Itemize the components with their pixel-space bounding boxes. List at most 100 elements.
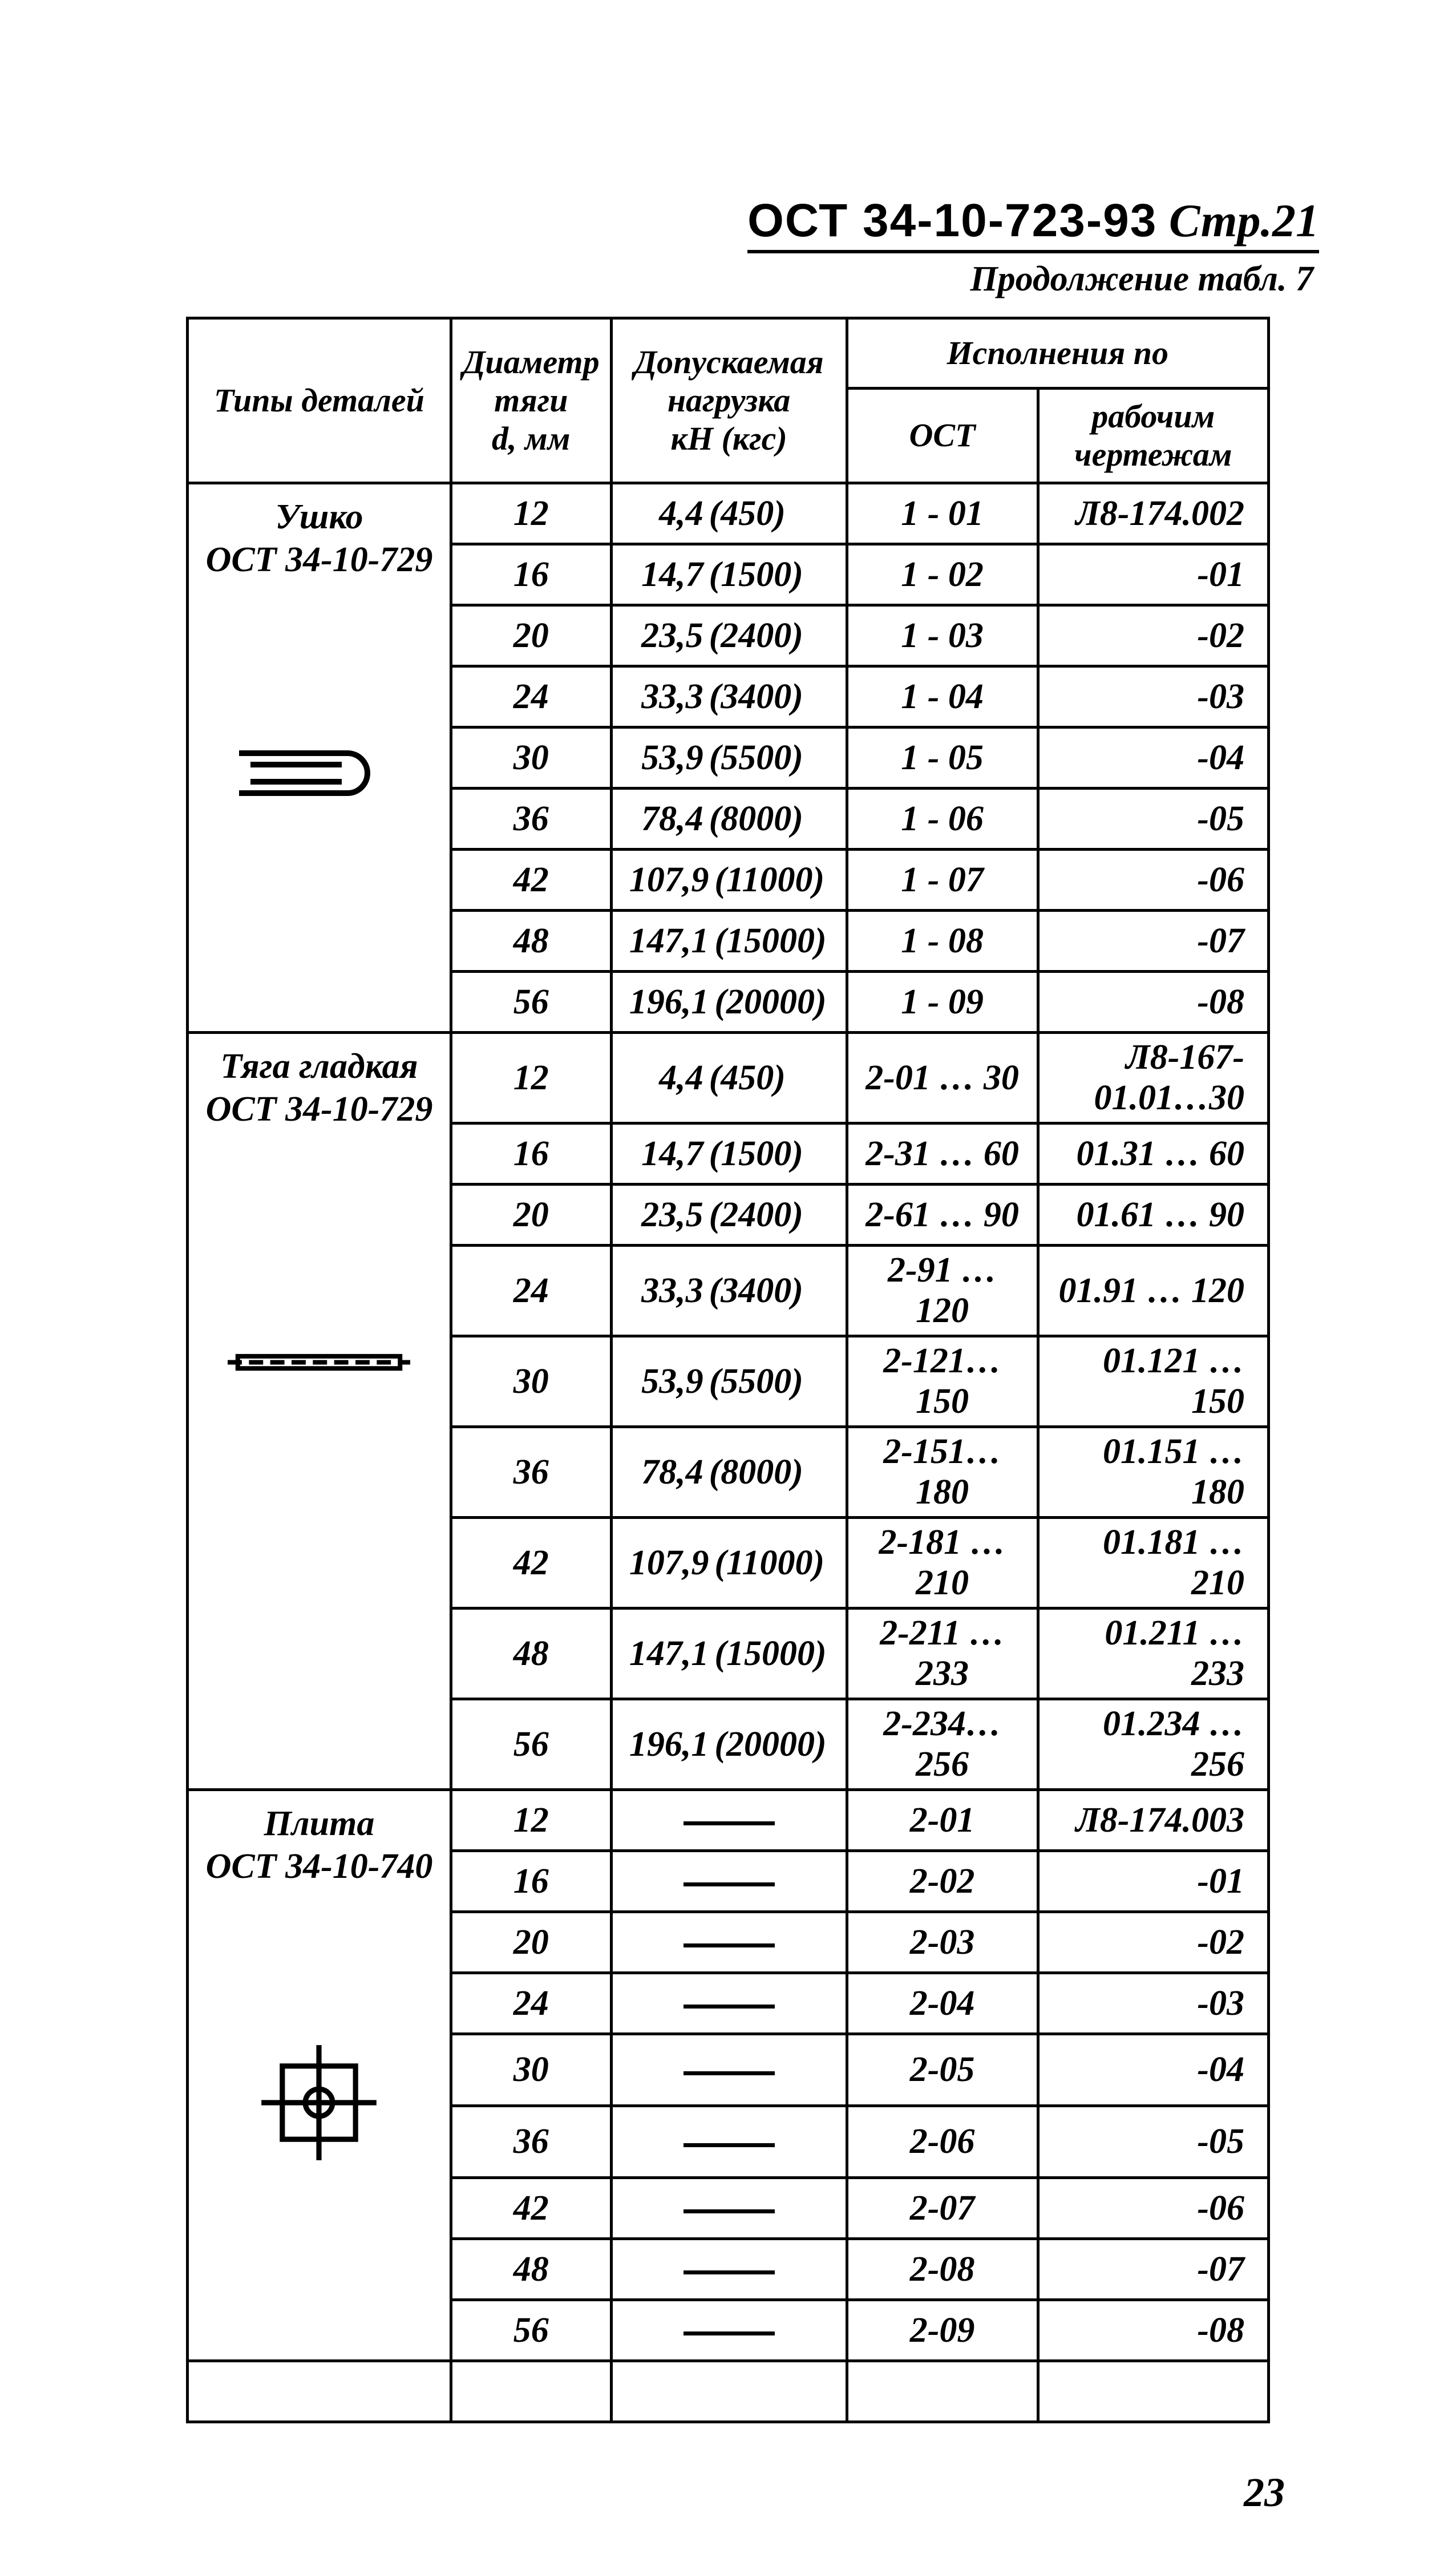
group-spacer [188, 605, 451, 728]
group-icon [188, 2034, 451, 2178]
cell-drawing: 01.181 … 210 [1038, 1518, 1268, 1609]
group-title: Тяга гладкаяОСТ 34-10-729 [188, 1033, 451, 1185]
cell-load: 78,4(8000) [611, 1427, 847, 1518]
cell-load: 196,1(20000) [611, 1699, 847, 1790]
cell-ost: 1 - 01 [847, 483, 1038, 544]
cell-drawing: 01.121 … 150 [1038, 1336, 1268, 1427]
cell-diameter: 12 [451, 483, 611, 544]
cell-diameter: 20 [451, 1185, 611, 1246]
cell-ost: 1 - 08 [847, 911, 1038, 972]
cell-diameter: 56 [451, 1699, 611, 1790]
dash-icon [683, 1943, 775, 1947]
cell-drawing: -01 [1038, 544, 1268, 605]
table-row: УшкоОСТ 34-10-729124,4(450)1 - 01Л8-174.… [188, 483, 1269, 544]
cell-diameter: 56 [451, 972, 611, 1033]
table-row: 42107,9(11000)2-181 … 21001.181 … 210 [188, 1518, 1269, 1609]
cell-drawing: -04 [1038, 728, 1268, 789]
cell-load [611, 2178, 847, 2239]
cell-load: 107,9(11000) [611, 850, 847, 911]
dash-icon [683, 2209, 775, 2213]
table-row: 2023,5(2400)1 - 03-02 [188, 605, 1269, 666]
group-spacer [188, 2178, 451, 2361]
group-spacer [188, 1912, 451, 2034]
dash-icon [683, 2071, 775, 2075]
cell-diameter: 24 [451, 1246, 611, 1336]
table-row: 30 2-05-04 [188, 2034, 1269, 2106]
continuation-label: Продолжение табл. 7 [68, 259, 1313, 300]
ushko-icon [228, 733, 410, 813]
cell-ost: 2-234…256 [847, 1699, 1038, 1790]
tyaga-icon [228, 1342, 410, 1383]
cell-load [611, 2106, 847, 2178]
cell-load [611, 1790, 847, 1851]
group-spacer [188, 1185, 451, 1336]
footer-page-number: 23 [68, 2469, 1285, 2516]
group-spacer [188, 1518, 451, 1790]
cell-load: 14,7(1500) [611, 544, 847, 605]
col-diameter-header: Диаметр тяги d, мм [451, 318, 611, 483]
cell-drawing: -06 [1038, 2178, 1268, 2239]
cell-ost: 2-181 … 210 [847, 1518, 1038, 1609]
document-header: ОСТ 34-10-723-93 Стр.21 Продолжение табл… [68, 194, 1319, 300]
col-ost-header: ОСТ [847, 389, 1038, 483]
col-load-header: Допускаемая нагрузка кН (кгс) [611, 318, 847, 483]
cell-load: 14,7(1500) [611, 1124, 847, 1185]
cell-diameter: 56 [451, 2300, 611, 2361]
cell-drawing: -08 [1038, 972, 1268, 1033]
cell-load: 23,5(2400) [611, 605, 847, 666]
table-row: 42 2-07-06 [188, 2178, 1269, 2239]
cell-diameter: 30 [451, 1336, 611, 1427]
cell-drawing: Л8-174.002 [1038, 483, 1268, 544]
cell-ost: 1 - 07 [847, 850, 1038, 911]
cell-load [611, 1912, 847, 1973]
cell-load: 33,3(3400) [611, 1246, 847, 1336]
dash-icon [683, 2143, 775, 2147]
cell-ost: 2-61 … 90 [847, 1185, 1038, 1246]
cell-ost: 2-02 [847, 1851, 1038, 1912]
cell-diameter: 24 [451, 1973, 611, 2034]
cell-ost: 2-05 [847, 2034, 1038, 2106]
cell-ost: 2-08 [847, 2239, 1038, 2300]
cell-drawing: 01.234 … 256 [1038, 1699, 1268, 1790]
col-exec-header: Исполнения по [847, 318, 1268, 389]
cell-diameter: 20 [451, 1912, 611, 1973]
cell-drawing: 01.211 … 233 [1038, 1609, 1268, 1699]
cell-diameter: 36 [451, 1427, 611, 1518]
cell-drawing: -01 [1038, 1851, 1268, 1912]
cell-ost: 2-03 [847, 1912, 1038, 1973]
dash-icon [683, 1821, 775, 1825]
cell-drawing: Л8-174.003 [1038, 1790, 1268, 1851]
group-title: УшкоОСТ 34-10-729 [188, 483, 451, 605]
cell-diameter: 30 [451, 2034, 611, 2106]
cell-load: 147,1(15000) [611, 1609, 847, 1699]
cell-diameter: 36 [451, 2106, 611, 2178]
cell-diameter: 12 [451, 1033, 611, 1124]
cell-diameter: 16 [451, 544, 611, 605]
group-icon [188, 728, 451, 850]
cell-drawing: -06 [1038, 850, 1268, 911]
cell-ost: 2-07 [847, 2178, 1038, 2239]
standard-number [848, 195, 863, 246]
cell-load: 23,5(2400) [611, 1185, 847, 1246]
cell-ost: 2-91 … 120 [847, 1246, 1038, 1336]
cell-diameter: 42 [451, 2178, 611, 2239]
table-row: Тяга гладкаяОСТ 34-10-729124,4(450)2-01 … [188, 1033, 1269, 1124]
cell-drawing: -07 [1038, 2239, 1268, 2300]
table-row: 202-03-02 [188, 1912, 1269, 1973]
cell-load: 107,9(11000) [611, 1518, 847, 1609]
cell-drawing: -03 [1038, 1973, 1268, 2034]
cell-diameter: 48 [451, 2239, 611, 2300]
table-row: 3053,9(5500)2-121…15001.121 … 150 [188, 1336, 1269, 1427]
dash-icon [683, 1882, 775, 1886]
cell-ost: 2-01 [847, 1790, 1038, 1851]
cell-ost: 2-31 … 60 [847, 1124, 1038, 1185]
cell-drawing: -04 [1038, 2034, 1268, 2106]
cell-ost: 1 - 03 [847, 605, 1038, 666]
cell-load [611, 2239, 847, 2300]
table-row: ПлитаОСТ 34-10-740122-01Л8-174.003 [188, 1790, 1269, 1851]
cell-load: 53,9(5500) [611, 728, 847, 789]
col-draw-header: рабочим чертежам [1038, 389, 1268, 483]
cell-load [611, 2300, 847, 2361]
cell-drawing: 01.91 … 120 [1038, 1246, 1268, 1336]
cell-load [611, 2034, 847, 2106]
